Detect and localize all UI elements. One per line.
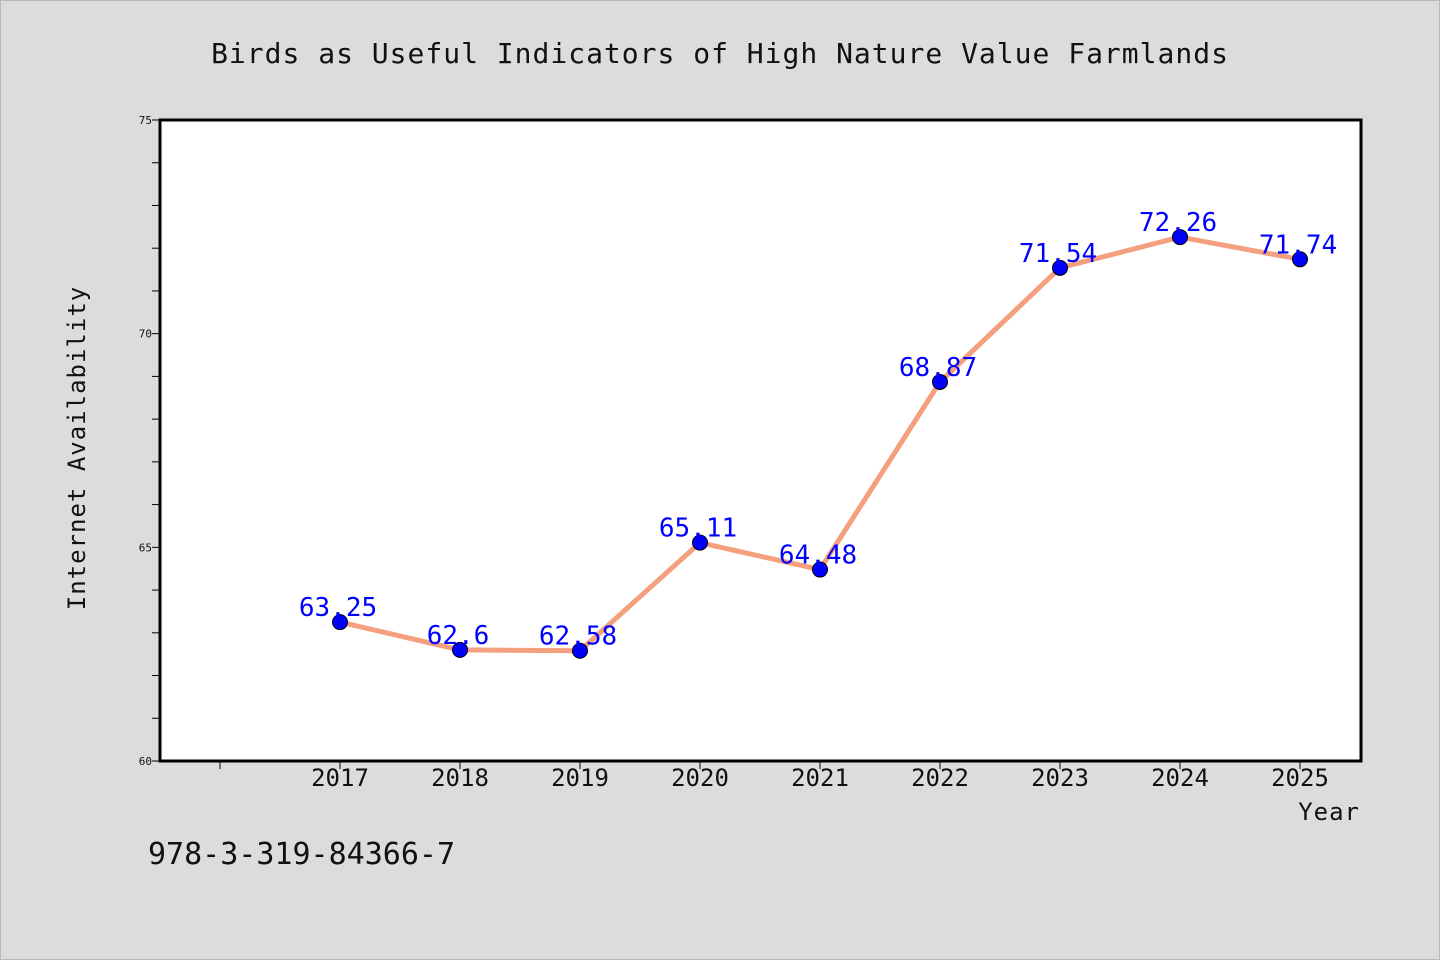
chart-title: Birds as Useful Indicators of High Natur… (211, 37, 1229, 70)
data-labels: 63.25 62.6 62.58 65.11 64.48 68.87 71.54 72.26 7… (299, 208, 1337, 652)
x-tick-label: 2024 (1151, 764, 1209, 792)
x-tick-label: 2020 (671, 764, 729, 792)
data-point-marker (1052, 259, 1068, 276)
data-point-marker (452, 641, 468, 658)
footer-code: 978-3-319-84366-7 (148, 837, 455, 872)
data-point-marker (812, 561, 828, 578)
y-tick-label: 60 (139, 755, 152, 768)
data-point-label: 68.87 (899, 353, 977, 383)
data-point-label: 72.26 (1139, 208, 1217, 238)
data-point-label: 71.74 (1259, 230, 1337, 260)
data-point-marker (1292, 251, 1308, 268)
data-point-label: 65.11 (659, 514, 737, 544)
x-axis-ticks: 2017 2018 2019 2020 2021 2022 2023 2024 2025 (219, 761, 1329, 792)
data-markers (332, 229, 1308, 659)
x-tick-label: 2018 (431, 764, 489, 792)
data-point-label: 64.48 (779, 541, 857, 571)
data-point-marker (692, 534, 708, 551)
data-point-marker (1172, 229, 1188, 246)
data-point-marker (572, 642, 588, 659)
data-point-label: 62.58 (539, 622, 617, 652)
y-axis-ticks: 60 65 70 75 (139, 114, 160, 768)
y-tick-label: 65 (139, 541, 152, 554)
data-point-label: 71.54 (1019, 239, 1097, 269)
data-point-label: 62.6 (427, 621, 490, 651)
plot-border (158, 118, 1363, 763)
x-tick-label: 2017 (311, 764, 369, 792)
x-tick-label: 2019 (551, 764, 609, 792)
x-tick-label: 2025 (1271, 764, 1329, 792)
x-axis-label: Year (1298, 798, 1360, 826)
x-tick-label: 2022 (911, 764, 969, 792)
data-point-marker (332, 614, 348, 631)
data-point-marker (932, 373, 948, 390)
y-axis-label: Internet Availability (63, 286, 91, 610)
x-tick-label: 2021 (791, 764, 849, 792)
y-tick-label: 70 (139, 328, 152, 341)
x-tick-label: 2023 (1031, 764, 1089, 792)
plot-area (160, 120, 1361, 761)
data-point-label: 63.25 (299, 593, 377, 623)
y-tick-label: 75 (139, 114, 152, 127)
